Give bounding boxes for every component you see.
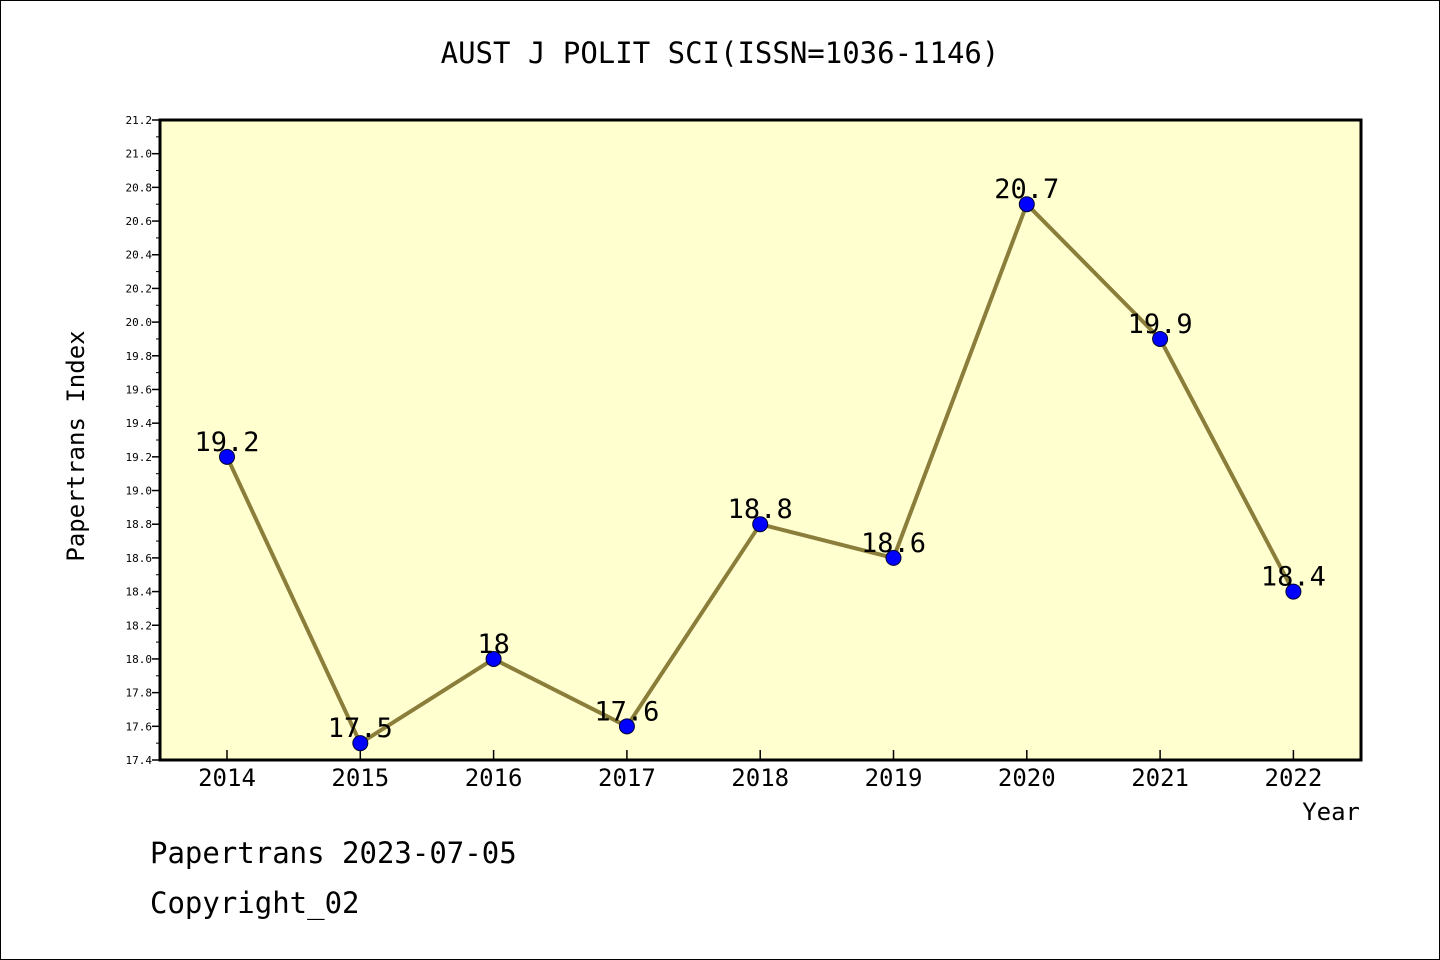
data-label: 19.9	[1128, 309, 1193, 340]
y-tick-label: 20.8	[126, 181, 153, 194]
x-tick-label: 2020	[998, 764, 1056, 792]
data-point	[618, 718, 635, 735]
data-point	[1152, 330, 1169, 347]
plot-area	[158, 118, 1363, 762]
y-tick-label: 20.4	[126, 249, 153, 262]
data-label: 19.2	[194, 427, 259, 458]
chart-title: AUST J POLIT SCI(ISSN=1036-1146)	[440, 36, 1000, 70]
y-axis: 17.4 17.6 17.8 18.0 18.2 18.4 18.6 18.8 19.0 19.2…	[126, 114, 160, 767]
y-tick-label: 20.6	[126, 215, 153, 228]
y-tick-label: 20.0	[126, 316, 153, 329]
x-tick-label: 2016	[465, 764, 523, 792]
y-tick-label: 19.8	[126, 350, 153, 363]
y-tick-label: 21.2	[126, 114, 153, 127]
x-tick-label: 2019	[865, 764, 923, 792]
x-tick-label: 2014	[198, 764, 256, 792]
data-label: 17.6	[594, 696, 659, 727]
data-label: 18.4	[1261, 562, 1326, 593]
x-tick-label: 2021	[1131, 764, 1189, 792]
data-point	[1018, 196, 1035, 213]
x-axis-title: Year	[1302, 798, 1360, 826]
data-label: 17.5	[328, 713, 393, 744]
x-tick-label: 2015	[331, 764, 389, 792]
x-tick-label: 2017	[598, 764, 656, 792]
y-tick-label: 17.4	[126, 754, 153, 767]
data-point	[352, 735, 369, 752]
y-tick-label: 19.2	[126, 451, 153, 464]
x-tick-label: 2022	[1265, 764, 1323, 792]
data-label: 18.8	[728, 494, 793, 525]
y-tick-label: 19.4	[126, 417, 153, 430]
data-point	[885, 549, 902, 566]
y-tick-label: 20.2	[126, 282, 153, 295]
y-tick-label: 18.8	[126, 518, 153, 531]
y-tick-label: 19.6	[126, 383, 153, 396]
data-point	[1285, 583, 1302, 600]
x-axis: 2014 2015 2016 2017 2018 2019 2020 2021 2022	[198, 750, 1322, 792]
y-tick-label: 19.0	[126, 485, 153, 498]
y-tick-label: 18.2	[126, 619, 153, 632]
data-label: 18.6	[861, 528, 926, 559]
series-layer: 19.2 17.5 18 17.6 18.8 18.6 20.7 19.9 18.4	[194, 174, 1326, 752]
y-tick-label: 17.6	[126, 720, 153, 733]
data-point	[485, 650, 502, 667]
y-tick-label: 21.0	[126, 148, 153, 161]
y-tick-label: 17.8	[126, 687, 153, 700]
data-label: 20.7	[994, 174, 1059, 205]
footer-date-line: Papertrans 2023-07-05	[150, 836, 517, 870]
footer-copyright: Copyright_02	[150, 886, 360, 920]
data-point	[752, 516, 769, 533]
x-tick-label: 2018	[731, 764, 789, 792]
y-tick-label: 18.4	[126, 586, 153, 599]
data-point	[219, 448, 235, 465]
data-label: 18	[477, 629, 510, 660]
y-tick-label: 18.0	[126, 653, 153, 666]
y-axis-title: Papertrans Index	[62, 330, 90, 561]
y-tick-label: 18.6	[126, 552, 153, 565]
